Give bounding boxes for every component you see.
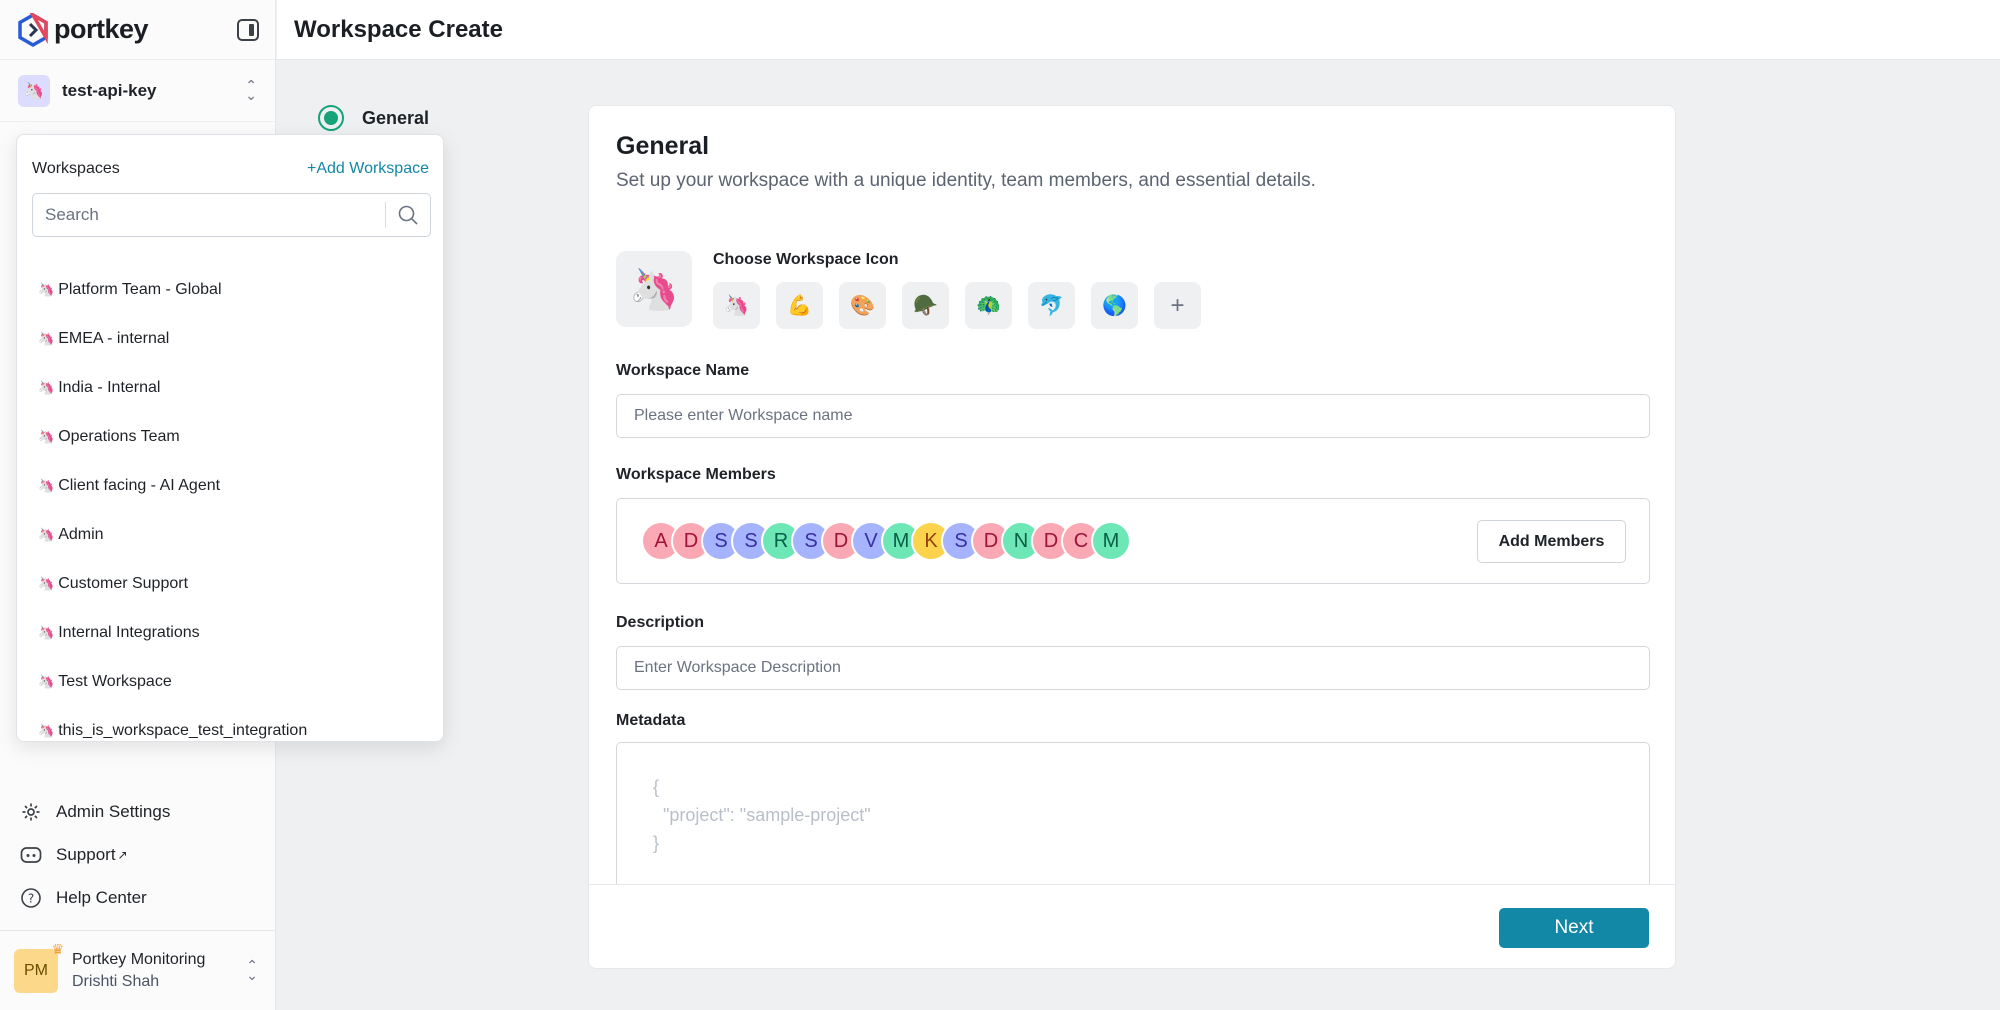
portkey-logo-icon xyxy=(18,12,48,47)
description-label: Description xyxy=(616,614,705,631)
user-org: Portkey Monitoring xyxy=(72,950,206,968)
workspace-list-item-label: Customer Support xyxy=(58,574,189,592)
card-subtitle: Set up your workspace with a unique iden… xyxy=(616,170,1316,191)
admin-settings-link[interactable]: Admin Settings xyxy=(0,790,276,833)
dropdown-title: Workspaces xyxy=(32,160,120,177)
icon-options: 🦄 💪 🎨 🪖 🦚 🐬 🌎 + xyxy=(713,282,1201,329)
workspace-members-label: Workspace Members xyxy=(616,466,776,483)
workspace-list-item-label: Client facing - AI Agent xyxy=(58,476,221,494)
unicorn-icon: 🦄 xyxy=(38,722,55,738)
step-general[interactable]: General xyxy=(318,105,429,131)
workspace-search-input[interactable] xyxy=(33,194,385,236)
support-label: Support xyxy=(56,844,116,864)
page-title: Workspace Create xyxy=(294,15,503,43)
workspace-list-item[interactable]: 🦄 Admin xyxy=(17,510,443,559)
user-name: Drishti Shah xyxy=(72,972,160,990)
add-members-button[interactable]: Add Members xyxy=(1477,520,1626,563)
workspace-list-item[interactable]: 🦄 Internal Integrations xyxy=(17,608,443,657)
unicorn-icon: 🦄 xyxy=(38,477,55,493)
card-title: General xyxy=(616,132,710,160)
workspace-list-item-label: Test Workspace xyxy=(58,672,172,690)
workspace-list-item-label: Admin xyxy=(58,525,104,543)
user-avatar: PM ♛ xyxy=(14,941,64,993)
external-link-icon: ↗ xyxy=(117,847,128,862)
next-button[interactable]: Next xyxy=(1499,908,1649,948)
unicorn-icon: 🦄 xyxy=(38,428,55,444)
workspace-list-item[interactable]: 🦄 Client facing - AI Agent xyxy=(17,461,443,510)
icon-option-globe[interactable]: 🌎 xyxy=(1091,282,1138,329)
dropdown-header: Workspaces +Add Workspace xyxy=(32,160,429,178)
crown-icon: ♛ xyxy=(51,940,64,957)
api-key-selector[interactable]: 🦄 test-api-key ⌃ ⌄ xyxy=(0,60,275,122)
unicorn-icon: 🦄 xyxy=(38,379,55,395)
help-circle-icon: ? xyxy=(20,887,42,909)
user-text: Portkey Monitoring Drishti Shah xyxy=(72,951,205,991)
workspace-list-item[interactable]: 🦄 Platform Team - Global xyxy=(17,265,443,314)
unicorn-icon: 🦄 xyxy=(38,673,55,689)
sidebar-footer-links: Admin Settings Support ↗ ? Help Center xyxy=(0,790,276,919)
icon-option-palette[interactable]: 🎨 xyxy=(839,282,886,329)
help-center-label: Help Center xyxy=(56,887,147,907)
api-key-avatar: 🦄 xyxy=(18,74,50,107)
sidebar-collapse-icon[interactable] xyxy=(237,18,259,41)
step-general-label: General xyxy=(362,107,430,128)
icon-option-dolphin[interactable]: 🐬 xyxy=(1028,282,1075,329)
chevron-updown-icon: ⌃ ⌄ xyxy=(245,76,257,103)
logo-row: portkey xyxy=(0,0,275,60)
workspace-list-item[interactable]: 🦄 Operations Team xyxy=(17,412,443,461)
unicorn-icon: 🦄 xyxy=(38,281,55,297)
brand-name: portkey xyxy=(54,14,149,44)
member-avatar[interactable]: M xyxy=(1091,521,1131,561)
general-card: General Set up your workspace with a uni… xyxy=(588,105,1676,969)
unicorn-icon: 🦄 xyxy=(38,330,55,346)
search-icon[interactable] xyxy=(386,204,430,226)
workspace-list: 🦄 Platform Team - Global 🦄 EMEA - internal 🦄… xyxy=(17,265,443,741)
search-divider xyxy=(385,202,386,228)
workspace-list-item[interactable]: 🦄 Test Workspace xyxy=(17,657,443,706)
workspace-list-item-label: India - Internal xyxy=(58,378,161,396)
unicorn-icon: 🦄 xyxy=(38,624,55,640)
workspace-list-item[interactable]: 🦄 this_is_workspace_test_integration xyxy=(17,706,443,741)
workspace-name-label: Workspace Name xyxy=(616,362,750,379)
unicorn-icon: 🦄 xyxy=(38,575,55,591)
user-switcher[interactable]: PM ♛ Portkey Monitoring Drishti Shah ⌃ ⌄ xyxy=(0,930,276,1010)
help-center-link[interactable]: ? Help Center xyxy=(0,876,276,919)
gear-icon xyxy=(20,801,42,823)
support-link[interactable]: Support ↗ xyxy=(0,833,276,876)
choose-icon-label: Choose Workspace Icon xyxy=(713,251,899,268)
admin-settings-label: Admin Settings xyxy=(56,801,171,821)
description-input[interactable] xyxy=(616,646,1650,690)
workspace-list-item-label: EMEA - internal xyxy=(58,329,170,347)
workspace-list-item-label: this_is_workspace_test_integration xyxy=(58,721,308,739)
add-workspace-link[interactable]: +Add Workspace xyxy=(307,160,429,177)
workspace-list-item[interactable]: 🦄 Customer Support xyxy=(17,559,443,608)
workspace-name-input[interactable] xyxy=(616,394,1650,438)
api-key-label: test-api-key xyxy=(62,80,157,100)
unicorn-icon: 🦄 xyxy=(38,526,55,542)
icon-option-muscle[interactable]: 💪 xyxy=(776,282,823,329)
workspace-search xyxy=(32,193,431,237)
selected-workspace-icon[interactable]: 🦄 xyxy=(616,251,692,327)
metadata-label: Metadata xyxy=(616,712,686,729)
icon-option-helmet[interactable]: 🪖 xyxy=(902,282,949,329)
workspace-list-item-label: Platform Team - Global xyxy=(58,280,222,298)
icon-option-unicorn[interactable]: 🦄 xyxy=(713,282,760,329)
metadata-editor[interactable]: { "project": "sample-project" } xyxy=(616,742,1650,885)
workspace-list-item-label: Operations Team xyxy=(58,427,180,445)
svg-text:?: ? xyxy=(28,891,34,905)
chevron-updown-icon: ⌃ ⌄ xyxy=(246,956,258,983)
topbar: Workspace Create xyxy=(277,0,2000,60)
workspace-list-item[interactable]: 🦄 EMEA - internal xyxy=(17,314,443,363)
workspace-list-item[interactable]: 🦄 India - Internal xyxy=(17,363,443,412)
workspace-dropdown: Workspaces +Add Workspace 🦄Platform Team… xyxy=(16,134,444,742)
card-footer: Next xyxy=(589,884,1675,970)
step-active-radio-icon xyxy=(318,105,344,131)
icon-option-peacock[interactable]: 🦚 xyxy=(965,282,1012,329)
add-icon-option-plus-icon[interactable]: + xyxy=(1154,282,1201,329)
workspace-list-item-label: Internal Integrations xyxy=(58,623,200,641)
user-initials: PM xyxy=(24,961,48,979)
discord-icon xyxy=(20,844,42,866)
